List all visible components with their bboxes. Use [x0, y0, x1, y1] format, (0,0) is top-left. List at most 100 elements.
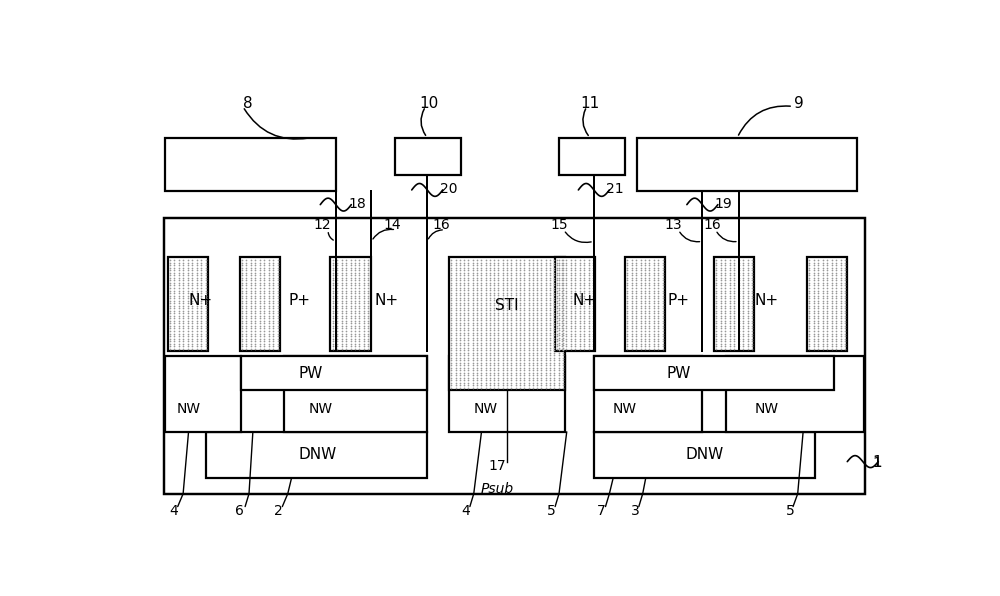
- Point: [563, 303, 579, 313]
- Point: [558, 334, 574, 343]
- Point: [247, 303, 263, 313]
- Point: [563, 263, 579, 272]
- Point: [558, 313, 574, 323]
- Point: [554, 342, 570, 351]
- Point: [542, 260, 558, 270]
- Point: [585, 306, 601, 315]
- Point: [448, 321, 464, 330]
- Point: [555, 296, 571, 305]
- Point: [717, 306, 733, 315]
- Point: [828, 336, 844, 346]
- Point: [525, 298, 541, 308]
- Point: [533, 361, 549, 370]
- Point: [486, 353, 502, 362]
- Point: [529, 275, 545, 285]
- Point: [529, 321, 545, 330]
- Point: [546, 308, 562, 318]
- Point: [563, 316, 579, 325]
- Point: [819, 344, 835, 353]
- Point: [542, 268, 558, 277]
- Point: [180, 285, 196, 295]
- Point: [633, 268, 649, 278]
- Point: [731, 303, 747, 313]
- Point: [529, 290, 545, 300]
- Point: [708, 278, 724, 288]
- Point: [351, 260, 367, 270]
- Point: [722, 324, 738, 333]
- Point: [641, 324, 657, 333]
- Point: [347, 321, 363, 331]
- Point: [238, 255, 254, 265]
- Point: [452, 280, 468, 290]
- Point: [549, 324, 565, 333]
- Point: [329, 313, 345, 323]
- Point: [189, 334, 205, 343]
- Point: [189, 344, 205, 353]
- Point: [473, 323, 489, 333]
- Point: [234, 329, 250, 339]
- Point: [576, 291, 592, 300]
- Point: [469, 273, 485, 283]
- Point: [499, 365, 515, 375]
- Point: [490, 298, 506, 308]
- Point: [247, 278, 263, 288]
- Point: [555, 343, 571, 352]
- Point: [162, 258, 178, 268]
- Point: [551, 333, 567, 343]
- Point: [482, 333, 498, 343]
- Point: [581, 331, 597, 341]
- Point: [512, 361, 528, 370]
- Point: [521, 368, 537, 377]
- Point: [495, 303, 511, 312]
- Point: [184, 303, 200, 313]
- Point: [265, 288, 281, 298]
- Point: [482, 288, 498, 297]
- Point: [641, 331, 657, 341]
- Point: [456, 298, 472, 308]
- Point: [726, 281, 742, 290]
- Point: [713, 313, 729, 323]
- Text: DNW: DNW: [686, 447, 724, 462]
- Point: [824, 309, 840, 318]
- Point: [270, 316, 286, 325]
- Point: [473, 373, 489, 383]
- Point: [567, 313, 583, 323]
- Point: [252, 299, 268, 308]
- Point: [495, 373, 511, 383]
- Point: [554, 255, 570, 265]
- Point: [546, 373, 562, 383]
- Point: [641, 326, 657, 336]
- Point: [713, 319, 729, 328]
- Point: [722, 260, 738, 270]
- Point: [175, 309, 191, 318]
- Point: [624, 281, 640, 290]
- Point: [744, 291, 760, 300]
- Point: [542, 321, 558, 330]
- Point: [503, 336, 519, 345]
- Point: [490, 368, 506, 377]
- Point: [713, 268, 729, 278]
- Point: [828, 329, 844, 339]
- Point: [499, 346, 515, 355]
- Point: [819, 316, 835, 325]
- Point: [469, 350, 485, 360]
- Point: [334, 342, 350, 351]
- Point: [193, 309, 209, 318]
- Point: [469, 378, 485, 387]
- Point: [563, 336, 579, 346]
- Point: [198, 278, 214, 288]
- Point: [184, 275, 200, 285]
- Point: [448, 268, 464, 277]
- Point: [546, 290, 562, 300]
- Point: [469, 278, 485, 287]
- Point: [563, 309, 579, 318]
- Point: [538, 346, 554, 355]
- Point: [175, 260, 191, 270]
- Point: [329, 291, 345, 300]
- Point: [499, 255, 515, 265]
- Point: [538, 268, 554, 277]
- Point: [189, 281, 205, 290]
- Point: [482, 365, 498, 375]
- Point: [542, 325, 558, 335]
- Point: [619, 324, 635, 333]
